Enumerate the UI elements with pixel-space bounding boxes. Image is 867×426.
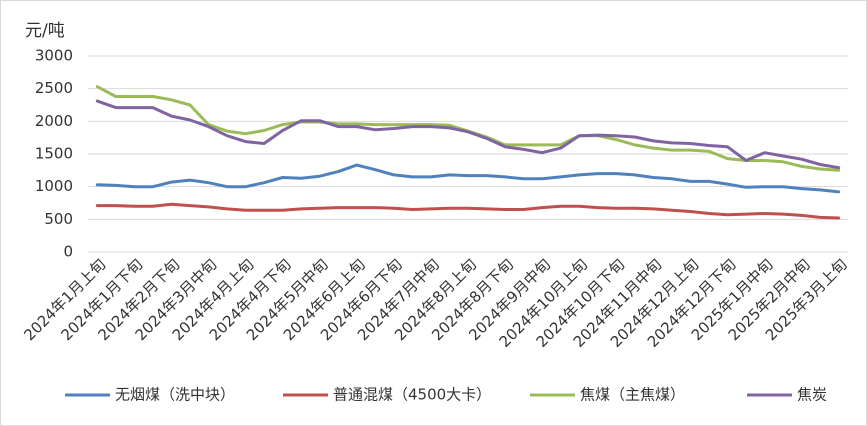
y-tick-label: 500 [44,210,73,228]
series-line [95,202,841,220]
y-tick-label: 1500 [35,145,73,163]
y-tick-label: 3000 [35,47,73,65]
y-tick-label: 0 [63,243,73,261]
y-axis-label: 元/吨 [25,21,65,41]
y-tick-label: 1000 [35,177,73,195]
series-line [95,99,841,170]
legend-label: 焦煤（主焦煤） [580,386,685,404]
legend-label: 焦炭 [797,386,827,404]
y-tick-label: 2500 [35,79,73,97]
legend-label: 无烟煤（洗中块） [115,386,235,404]
series-line [95,163,841,194]
legend-label: 普通混煤（4500大卡） [333,386,491,404]
y-tick-label: 2000 [35,112,73,130]
